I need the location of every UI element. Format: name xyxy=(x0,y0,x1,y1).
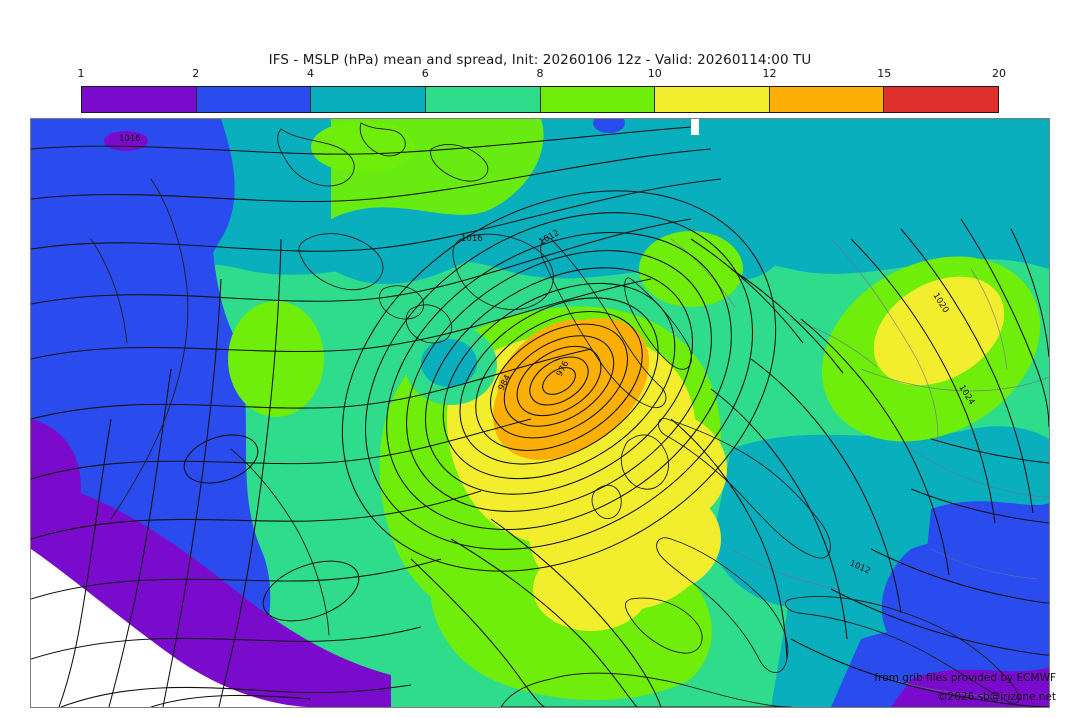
colorbar-segment-4-6 xyxy=(310,87,425,112)
colorbar-segment-8-10 xyxy=(539,87,655,112)
isobar-contours xyxy=(31,126,1049,707)
isobar-label: 1016 xyxy=(119,134,141,144)
colorbar-tick-4: 8 xyxy=(536,67,544,80)
colorbar-tick-8: 20 xyxy=(992,67,1006,80)
colorbar-segment-10-12 xyxy=(654,87,769,112)
colorbar-segments xyxy=(81,86,999,113)
coastlines xyxy=(90,122,1049,707)
isobar-label: 1016 xyxy=(461,234,483,244)
colorbar-segment-12-15 xyxy=(768,87,884,112)
chart-title: IFS - MSLP (hPa) mean and spread, Init: … xyxy=(268,52,812,68)
credit-source: from grib files provided by ECMWF xyxy=(874,672,1056,684)
credit-copyright: ©2026 sb@irizone.net xyxy=(937,691,1056,703)
colorbar-tick-labels: 1 2 4 6 8 10 12 15 20 xyxy=(77,66,1007,82)
colorbar-tick-7: 15 xyxy=(877,67,892,80)
colorbar xyxy=(81,86,999,113)
map-panel: 1016 984 976 1020 1024 1012 1016 1012 xyxy=(30,118,1050,708)
colorbar-tick-0: 1 xyxy=(77,67,85,80)
colorbar-segment-15-20 xyxy=(883,87,998,112)
colorbar-segment-2-4 xyxy=(195,87,311,112)
map-canvas: 1016 984 976 1020 1024 1012 1016 1012 xyxy=(31,119,1049,707)
colorbar-tick-3: 6 xyxy=(421,67,429,80)
colorbar-tick-6: 12 xyxy=(762,67,777,80)
colorbar-segment-6-8 xyxy=(424,87,540,112)
colorbar-tick-1: 2 xyxy=(192,67,200,80)
colorbar-tick-2: 4 xyxy=(307,67,314,80)
colorbar-segment-1-2 xyxy=(82,87,196,112)
colorbar-tick-5: 10 xyxy=(647,67,662,80)
